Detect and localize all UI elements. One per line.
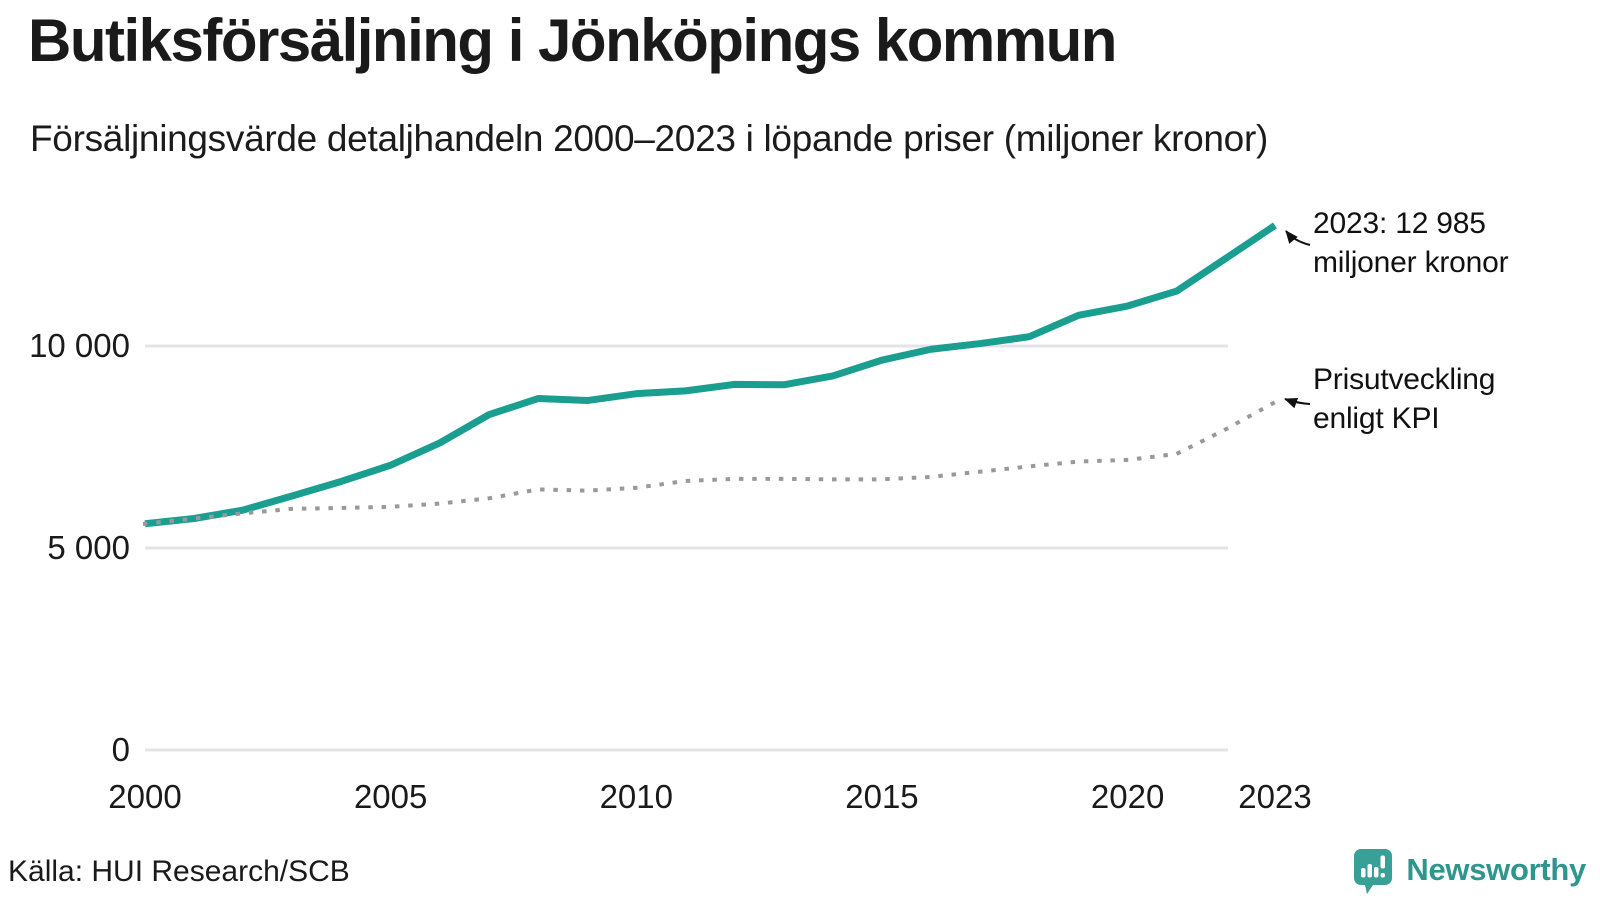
y-axis-tick-labels: 0 5 000 10 000: [29, 327, 130, 768]
annotation-arrow-kpi: [1284, 397, 1311, 409]
newsworthy-wordmark: Newsworthy: [1406, 851, 1586, 887]
x-tick-label: 2010: [600, 778, 673, 815]
y-tick-label: 0: [112, 731, 130, 768]
annotation-kpi-line2: enligt KPI: [1313, 402, 1440, 435]
source-caption: Källa: HUI Research/SCB: [8, 855, 350, 888]
x-tick-label: 2020: [1091, 778, 1164, 815]
page-title: Butiksförsäljning i Jönköpings kommun: [28, 7, 1117, 74]
annotation-latest-value: 2023: 12 985 miljoner kronor: [1313, 204, 1509, 282]
kpi-dotted-line: [142, 399, 1278, 526]
x-tick-label: 2000: [108, 778, 181, 815]
x-tick-label: 2023: [1238, 778, 1311, 815]
x-tick-label: 2005: [354, 778, 427, 815]
data-series-lines: [142, 222, 1278, 528]
newsworthy-logo: Newsworthy: [1353, 848, 1586, 896]
page-subtitle: Försäljningsvärde detaljhandeln 2000–202…: [30, 118, 1269, 159]
gridlines: [145, 344, 1228, 752]
y-tick-label: 10 000: [29, 327, 130, 364]
annotation-latest-line2: miljoner kronor: [1313, 246, 1509, 279]
x-axis-tick-labels: 2000 2005 2010 2015 2020 2023: [108, 778, 1311, 815]
annotation-kpi-label: Prisutveckling enligt KPI: [1313, 360, 1495, 438]
newsworthy-icon: [1354, 849, 1393, 894]
y-tick-label: 5 000: [47, 529, 130, 566]
x-tick-label: 2015: [845, 778, 918, 815]
annotation-kpi-line1: Prisutveckling: [1313, 363, 1496, 396]
annotation-latest-line1: 2023: 12 985: [1313, 207, 1486, 240]
sales-line: [144, 222, 1277, 528]
annotation-arrow-sales: [1285, 230, 1311, 246]
